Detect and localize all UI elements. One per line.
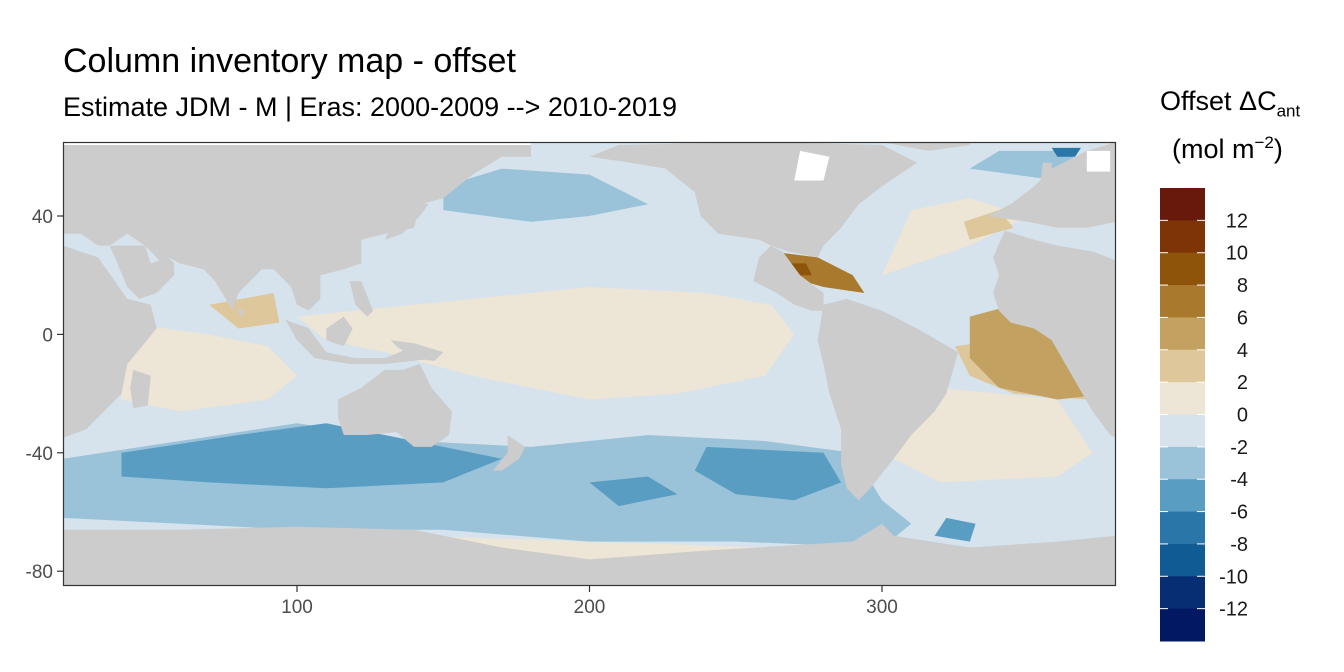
legend-swatch: [1160, 188, 1205, 221]
y-tick-label: 0: [42, 325, 53, 346]
legend-swatch: [1160, 511, 1205, 545]
land-asia: [63, 142, 531, 311]
legend-break-label: 12: [1226, 210, 1248, 232]
land-australia: [337, 364, 452, 447]
land-africa: [993, 230, 1116, 438]
legend-swatch: [1160, 252, 1205, 286]
legend-break-label: 4: [1237, 340, 1248, 362]
legend-swatch: [1160, 446, 1205, 480]
land-uk: [1040, 162, 1052, 184]
land-new-zealand: [493, 435, 526, 471]
legend-break-label: 10: [1226, 243, 1248, 265]
land-philippines: [349, 281, 374, 317]
legend-swatch: [1160, 576, 1205, 610]
legend-swatch: [1160, 414, 1205, 448]
legend-swatch: [1160, 220, 1205, 254]
legend-title: Offset ΔCant (mol m−2): [1160, 86, 1330, 165]
legend-break-label: -6: [1230, 502, 1248, 524]
offset-region-6-to-8-0: [770, 251, 865, 293]
legend-break-label: 6: [1237, 307, 1248, 329]
legend-break-label: 2: [1237, 372, 1248, 394]
land-borneo: [326, 316, 353, 347]
legend-unit-sup: −2: [1254, 133, 1274, 153]
offset-region-0-to-2-0: [297, 287, 795, 400]
offset-region--6-to--4-3: [934, 517, 976, 542]
legend-break-label: 8: [1237, 275, 1248, 297]
land-new-guinea: [390, 340, 444, 361]
legend-swatch: [1160, 317, 1205, 351]
land-antarctica: [63, 523, 1116, 586]
land-greenland: [882, 142, 970, 151]
offset-region--4-to--2-1: [443, 168, 648, 222]
legend-unit: (mol m−2): [1172, 133, 1330, 165]
x-tick-label: 200: [574, 597, 606, 618]
missing-hudson-bay: [794, 150, 830, 181]
y-tick-label: -40: [26, 444, 53, 465]
y-tick-label: -80: [26, 562, 53, 583]
legend-break-label: -10: [1219, 566, 1248, 588]
legend-swatch: [1160, 608, 1205, 642]
offset-region--6-to--4-1: [694, 446, 842, 501]
legend-swatch: [1160, 543, 1205, 577]
legend-swatch: [1160, 349, 1205, 383]
legend-swatch: [1160, 382, 1205, 415]
land-europe: [987, 142, 1116, 228]
legend-title-sub: ant: [1276, 101, 1301, 121]
land-japan: [384, 201, 429, 240]
x-tick-label: 300: [866, 597, 898, 618]
x-tick-label: 100: [281, 597, 313, 618]
legend-swatch: [1160, 285, 1205, 318]
offset-region-0-to-2-1: [121, 322, 297, 412]
land-sri-lanka: [238, 307, 245, 317]
offset-region--6-to--4-2: [589, 476, 678, 507]
legend-break-label: -8: [1230, 534, 1248, 556]
legend-break-label: -2: [1230, 437, 1248, 459]
land-indonesia: [285, 319, 444, 364]
legend-break-label: -12: [1219, 599, 1248, 621]
legend-break-label: 0: [1237, 405, 1248, 427]
land-south-america: [817, 298, 958, 501]
missing-baltic: [1086, 150, 1111, 172]
chart-subtitle: Estimate JDM - M | Eras: 2000-2009 --> 2…: [63, 92, 678, 122]
legend-unit-close: ): [1273, 134, 1283, 165]
legend-title-main: Offset ΔC: [1160, 86, 1277, 116]
legend-break-label: -4: [1230, 469, 1248, 491]
land-africa-east: [63, 245, 157, 438]
land-arabia: [109, 245, 175, 299]
land-madagascar: [130, 369, 151, 409]
land-north-america: [589, 142, 918, 311]
y-tick-label: 40: [32, 207, 53, 228]
chart-title: Column inventory map - offset: [63, 42, 516, 80]
offset-region--8-to--6-0: [1051, 147, 1081, 157]
offset-region-2-to-4-1: [209, 293, 280, 329]
plot-border: [62, 141, 1117, 587]
legend-unit-main: (mol m: [1172, 134, 1255, 165]
legend-swatch: [1160, 479, 1205, 513]
offset-region--6-to--4-0: [121, 423, 502, 489]
